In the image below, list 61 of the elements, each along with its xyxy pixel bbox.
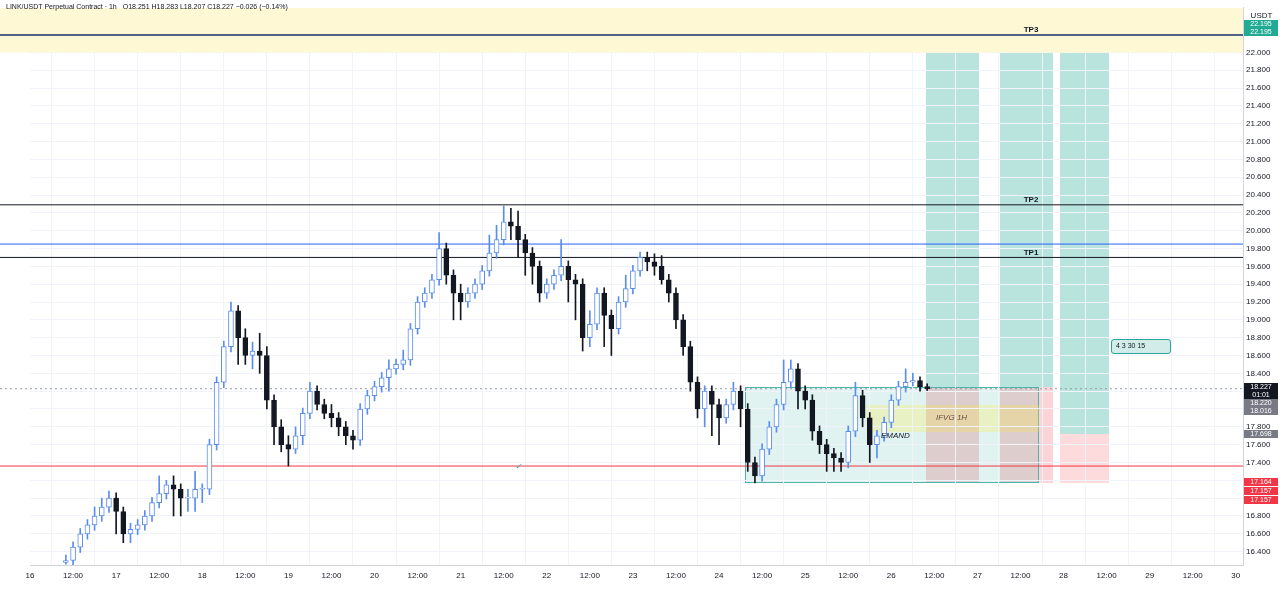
x-tick-label: 12:00 bbox=[235, 571, 256, 580]
y-tick-label: 19.400 bbox=[1246, 279, 1272, 289]
x-tick-label: 12:00 bbox=[63, 571, 84, 580]
y-axis-title: USDT bbox=[1250, 11, 1273, 20]
x-tick-label: 30 bbox=[1231, 571, 1241, 580]
y-tick-label: 16.600 bbox=[1246, 529, 1272, 538]
annotation: EMAND bbox=[881, 431, 910, 440]
x-tick-label: 12:00 bbox=[493, 571, 515, 580]
x-tick-label: 12:00 bbox=[1096, 571, 1118, 580]
annotation: IFVG 1H bbox=[936, 413, 968, 422]
x-tick-label: 26 bbox=[886, 571, 897, 580]
y-tick-label: 20.600 bbox=[1246, 172, 1272, 182]
annotation: ✓ bbox=[515, 462, 522, 471]
x-tick-label: 23 bbox=[628, 571, 638, 580]
x-tick-label: 28 bbox=[1059, 571, 1069, 580]
y-tick-label: 19.000 bbox=[1246, 315, 1272, 325]
ref-line-label: TP1 bbox=[1023, 247, 1039, 257]
x-tick-label: 12:00 bbox=[407, 571, 429, 580]
y-tick-label: 20.000 bbox=[1246, 225, 1272, 235]
x-tick-label: 12:00 bbox=[149, 571, 170, 580]
y-tick-label: 20.200 bbox=[1246, 208, 1272, 218]
x-tick-label: 12:00 bbox=[1010, 571, 1032, 580]
ref-line-label: TP3 bbox=[1023, 25, 1039, 35]
y-tick-label: 20.400 bbox=[1246, 190, 1272, 200]
x-tick-label: 12:00 bbox=[838, 571, 859, 580]
y-tick-label: 17.600 bbox=[1246, 439, 1272, 449]
x-tick-label: 18 bbox=[197, 571, 208, 580]
y-tick-label: 21.800 bbox=[1246, 65, 1272, 75]
x-tick-label: 22 bbox=[542, 571, 552, 580]
y-tick-label: 22.000 bbox=[1246, 47, 1272, 57]
y-tick-label: 19.200 bbox=[1246, 297, 1272, 307]
y-tick-label: 17.800 bbox=[1246, 422, 1272, 432]
x-tick-label: 12:00 bbox=[1182, 571, 1204, 580]
ref-line-label: TP2 bbox=[1023, 195, 1039, 205]
y-tick-label: 18.400 bbox=[1246, 368, 1272, 378]
x-tick-label: 12:00 bbox=[752, 571, 773, 580]
y-tick-label: 21.200 bbox=[1246, 118, 1272, 128]
y-tick-label: 21.000 bbox=[1246, 136, 1272, 146]
x-tick-label: 16 bbox=[25, 571, 35, 580]
y-tick-label: 19.800 bbox=[1246, 243, 1272, 253]
y-tick-label: 17.400 bbox=[1246, 457, 1272, 467]
x-tick-label: 29 bbox=[1145, 571, 1155, 580]
y-tick-label: 18.600 bbox=[1246, 350, 1272, 360]
x-tick-label: 27 bbox=[972, 571, 983, 580]
x-tick-label: 19 bbox=[283, 571, 294, 580]
x-tick-label: 24 bbox=[714, 571, 725, 580]
y-tick-label: 16.400 bbox=[1246, 546, 1272, 556]
y-tick-label: 21.600 bbox=[1246, 83, 1272, 93]
x-tick-label: 20 bbox=[370, 571, 380, 580]
y-tick-label: 18.800 bbox=[1246, 332, 1272, 342]
y-tick-label: 21.400 bbox=[1246, 101, 1272, 111]
x-tick-label: 12:00 bbox=[924, 571, 945, 580]
y-tick-label: 19.600 bbox=[1246, 261, 1272, 271]
y-tick-label: 16.800 bbox=[1246, 511, 1272, 521]
y-tick-label: 20.800 bbox=[1246, 154, 1272, 164]
x-tick-label: 21 bbox=[456, 571, 466, 580]
x-tick-label: 12:00 bbox=[579, 571, 601, 580]
x-tick-label: 17 bbox=[111, 571, 122, 580]
x-tick-label: 25 bbox=[800, 571, 811, 580]
x-tick-label: 12:00 bbox=[321, 571, 343, 580]
x-tick-label: 12:00 bbox=[665, 571, 687, 580]
